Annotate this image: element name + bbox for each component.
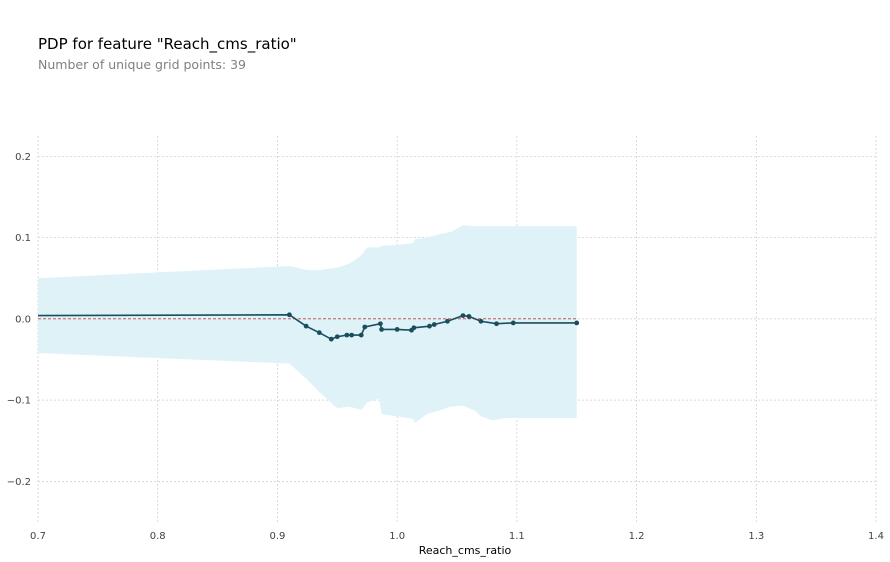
pdp-point-18 (466, 314, 472, 319)
x-tick-label: 0.8 (150, 531, 166, 542)
pdp-point-19 (478, 318, 484, 324)
x-tick-label: 1.3 (748, 531, 764, 542)
x-tick-label: 0.7 (30, 531, 46, 542)
pdp-point-15 (431, 322, 437, 327)
pdp-point-5 (344, 332, 350, 338)
y-tick-labels: −0.2 −0.1 0.0 0.1 0.2 (7, 152, 31, 488)
y-tick-label: 0.1 (15, 233, 31, 244)
pdp-point-13 (411, 325, 417, 331)
x-tick-labels: 0.7 0.8 0.9 1.0 1.1 1.2 1.3 1.4 (30, 531, 884, 542)
pdp-point-2 (316, 330, 322, 336)
chart-title: PDP for feature "Reach_cms_ratio" (38, 35, 297, 53)
y-tick-label: 0.2 (15, 152, 31, 163)
y-tick-label: −0.2 (7, 477, 31, 488)
pdp-point-11 (394, 327, 400, 332)
pdp-point-4 (334, 334, 340, 340)
chart-subtitle: Number of unique grid points: 39 (38, 57, 246, 72)
pdp-point-16 (445, 318, 450, 324)
x-tick-label: 0.9 (269, 531, 285, 542)
pdp-point-17 (460, 313, 466, 318)
pdp-markers (287, 312, 580, 342)
y-tick-label: 0.0 (15, 314, 31, 325)
pdp-point-20 (494, 321, 499, 327)
pdp-point-21 (510, 320, 516, 326)
x-tick-label: 1.2 (629, 531, 645, 542)
pdp-point-8 (362, 324, 368, 330)
pdp-point-0 (287, 312, 292, 318)
grid-lines (37, 136, 877, 522)
pdp-point-10 (379, 327, 384, 332)
x-axis-label: Reach_cms_ratio (419, 544, 512, 557)
pdp-point-14 (427, 323, 432, 329)
x-tick-label: 1.1 (509, 531, 525, 542)
pdp-point-6 (349, 332, 355, 338)
y-tick-label: −0.1 (7, 396, 31, 407)
pdp-point-9 (377, 321, 383, 327)
x-tick-label: 1.0 (389, 531, 405, 542)
pdp-point-22 (574, 320, 580, 326)
pdp-point-7 (358, 332, 364, 338)
pdp-point-3 (328, 336, 334, 342)
x-tick-label: 1.4 (868, 531, 884, 542)
pdp-point-1 (303, 323, 309, 329)
